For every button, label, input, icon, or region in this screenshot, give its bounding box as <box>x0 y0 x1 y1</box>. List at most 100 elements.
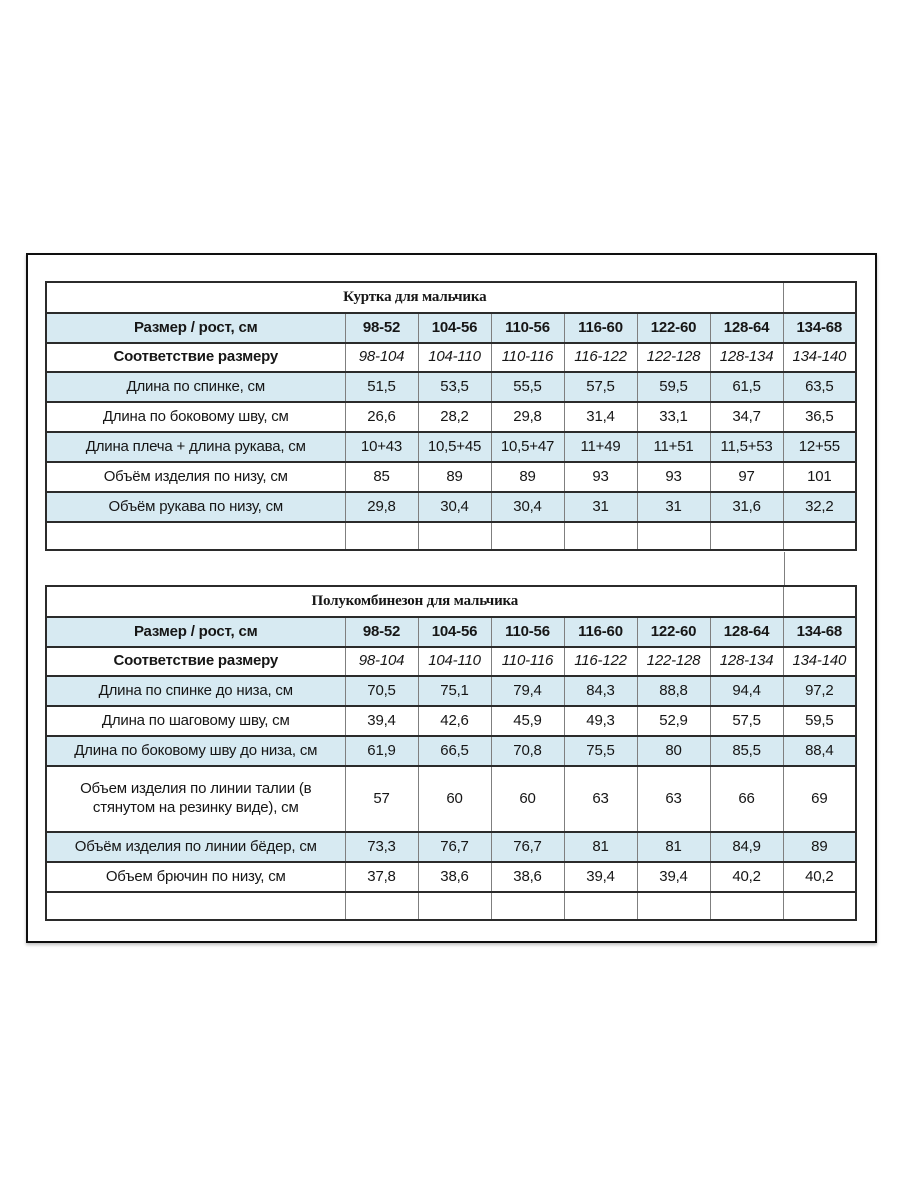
empty-cell <box>563 521 638 551</box>
correspondence-label: Соответствие размеру <box>45 342 346 373</box>
size-header-cell: 128-64 <box>709 616 784 648</box>
measurement-value: 66,5 <box>417 735 492 767</box>
size-table-overalls: Полукомбинезон для мальчика Размер / рост… <box>45 585 858 921</box>
empty-cell <box>782 521 857 551</box>
measurement-value: 93 <box>636 461 711 493</box>
correspondence-row: Соответствие размеру 98-104 104-110 110-116… <box>45 646 857 677</box>
size-header-cell: 98-52 <box>344 616 419 648</box>
measurement-value: 55,5 <box>490 371 565 403</box>
measurement-value: 28,2 <box>417 401 492 433</box>
measurement-row: Объём изделия по низу, см 85 89 89 93 93 97 101 <box>45 461 857 493</box>
table-title: Куртка для мальчика <box>45 281 784 314</box>
measurement-value: 85,5 <box>709 735 784 767</box>
measurement-value: 30,4 <box>490 491 565 523</box>
empty-row <box>45 521 857 551</box>
correspondence-cell: 128-134 <box>709 342 784 373</box>
measurement-value: 59,5 <box>636 371 711 403</box>
measurement-value: 11+49 <box>563 431 638 463</box>
measurement-value: 61,5 <box>709 371 784 403</box>
measurement-value: 29,8 <box>490 401 565 433</box>
measurement-value: 80 <box>636 735 711 767</box>
measurement-value: 69 <box>782 765 857 833</box>
measurement-row: Длина по шаговому шву, см 39,4 42,6 45,9 49,… <box>45 705 857 737</box>
measurement-value: 40,2 <box>782 861 857 893</box>
measurement-row: Объём рукава по низу, см 29,8 30,4 30,4 31 31… <box>45 491 857 523</box>
measurement-label: Длина плеча + длина рукава, см <box>45 431 346 463</box>
measurement-row: Длина по спинке, см 51,5 53,5 55,5 57,5 59,5 6… <box>45 371 857 403</box>
correspondence-cell: 128-134 <box>709 646 784 677</box>
measurement-value: 75,5 <box>563 735 638 767</box>
measurement-label: Объём изделия по низу, см <box>45 461 346 493</box>
size-header-cell: 110-56 <box>490 312 565 344</box>
table-title-row: Полукомбинезон для мальчика <box>45 585 857 618</box>
measurement-value: 84,3 <box>563 675 638 707</box>
measurement-value: 39,4 <box>563 861 638 893</box>
measurement-value: 45,9 <box>490 705 565 737</box>
measurement-value: 63,5 <box>782 371 857 403</box>
size-table-jacket: Куртка для мальчика Размер / рост, см 98-5… <box>45 281 858 551</box>
correspondence-cell: 104-110 <box>417 342 492 373</box>
measurement-value: 73,3 <box>344 831 419 863</box>
measurement-value: 63 <box>636 765 711 833</box>
correspondence-cell: 98-104 <box>344 342 419 373</box>
correspondence-cell: 134-140 <box>782 646 857 677</box>
size-header-cell: 116-60 <box>563 616 638 648</box>
empty-cell <box>417 521 492 551</box>
measurement-value: 70,5 <box>344 675 419 707</box>
measurement-value: 70,8 <box>490 735 565 767</box>
measurement-value: 97 <box>709 461 784 493</box>
document-card: Куртка для мальчика Размер / рост, см 98-5… <box>26 253 877 943</box>
measurement-value: 34,7 <box>709 401 784 433</box>
size-header-cell: 110-56 <box>490 616 565 648</box>
measurement-value: 11+51 <box>636 431 711 463</box>
measurement-label: Объем брючин по низу, см <box>45 861 346 893</box>
measurement-value: 36,5 <box>782 401 857 433</box>
measurement-value: 81 <box>563 831 638 863</box>
measurement-value: 51,5 <box>344 371 419 403</box>
measurement-value: 66 <box>709 765 784 833</box>
size-header-cell: 104-56 <box>417 312 492 344</box>
correspondence-cell: 110-116 <box>490 646 565 677</box>
empty-cell <box>563 891 638 921</box>
size-header-cell: 98-52 <box>344 312 419 344</box>
correspondence-label: Соответствие размеру <box>45 646 346 677</box>
empty-cell <box>709 521 784 551</box>
measurement-value: 75,1 <box>417 675 492 707</box>
measurement-value: 39,4 <box>636 861 711 893</box>
measurement-value: 57 <box>344 765 419 833</box>
measurement-value: 38,6 <box>417 861 492 893</box>
measurement-value: 81 <box>636 831 711 863</box>
measurement-value: 52,9 <box>636 705 711 737</box>
measurement-value: 84,9 <box>709 831 784 863</box>
size-header-cell: 134-68 <box>782 312 857 344</box>
measurement-value: 89 <box>417 461 492 493</box>
measurement-row: Длина по боковому шву до низа, см 61,9 66,… <box>45 735 857 767</box>
size-header-cell: 116-60 <box>563 312 638 344</box>
correspondence-cell: 110-116 <box>490 342 565 373</box>
measurement-value: 53,5 <box>417 371 492 403</box>
size-header-row: Размер / рост, см 98-52 104-56 110-56 116-60… <box>45 616 857 648</box>
measurement-value: 88,4 <box>782 735 857 767</box>
measurement-value: 33,1 <box>636 401 711 433</box>
correspondence-cell: 98-104 <box>344 646 419 677</box>
empty-row <box>45 891 857 921</box>
measurement-value: 11,5+53 <box>709 431 784 463</box>
size-header-label: Размер / рост, см <box>45 312 346 344</box>
measurement-label: Длина по спинке, см <box>45 371 346 403</box>
title-empty-cell <box>782 585 857 618</box>
table-title: Полукомбинезон для мальчика <box>45 585 784 618</box>
measurement-value: 60 <box>490 765 565 833</box>
measurement-value: 10,5+47 <box>490 431 565 463</box>
measurement-value: 63 <box>563 765 638 833</box>
empty-cell <box>709 891 784 921</box>
measurement-row: Длина плеча + длина рукава, см 10+43 10,5+… <box>45 431 857 463</box>
empty-cell <box>45 891 346 921</box>
measurement-value: 79,4 <box>490 675 565 707</box>
empty-cell <box>417 891 492 921</box>
measurement-value: 101 <box>782 461 857 493</box>
measurement-value: 85 <box>344 461 419 493</box>
measurement-row: Длина по спинке до низа, см 70,5 75,1 79,4 8… <box>45 675 857 707</box>
measurement-value: 26,6 <box>344 401 419 433</box>
measurement-label: Объём рукава по низу, см <box>45 491 346 523</box>
empty-cell <box>782 891 857 921</box>
